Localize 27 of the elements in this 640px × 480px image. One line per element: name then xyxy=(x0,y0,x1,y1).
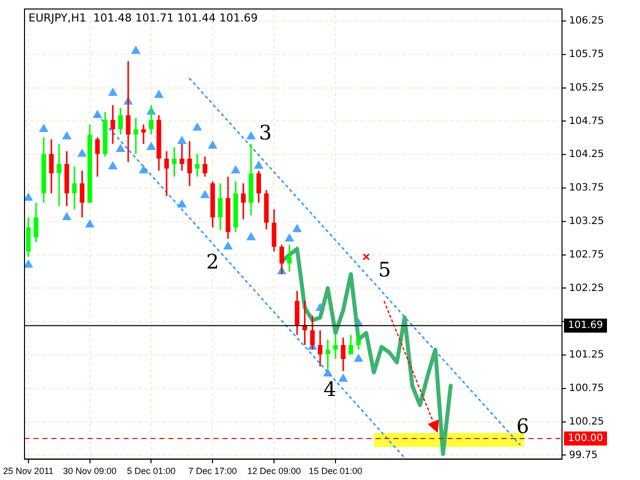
y-tick-label: 99.75 xyxy=(569,450,598,461)
annotation: 6 xyxy=(516,414,530,438)
chart-title: EURJPY,H1 101.48 101.71 101.44 101.69 xyxy=(28,11,258,24)
y-tick-label: 104.25 xyxy=(569,149,604,160)
x-tick-label: 25 Nov 2011 xyxy=(3,466,54,476)
x-tick-label: 15 Dec 01:00 xyxy=(308,466,362,476)
y-tick-label: 103.25 xyxy=(569,216,604,228)
y-tick-label: 103.75 xyxy=(569,182,604,194)
annotation: 4 xyxy=(323,376,336,401)
y-tick-label: 102.75 xyxy=(569,249,604,260)
y-tick-label: 102.25 xyxy=(569,282,604,294)
x-tick-label: 12 Dec 09:00 xyxy=(247,466,301,476)
annotation: 3 xyxy=(258,120,272,144)
x-tick-label: 5 Dec 01:00 xyxy=(126,466,176,476)
y-tick-label: 106.25 xyxy=(569,16,604,27)
y-tick-label: 101.25 xyxy=(569,350,604,361)
x-tick-label: 7 Dec 17:00 xyxy=(188,466,237,476)
annotation: 5 xyxy=(378,258,391,282)
y-tick-label: 100.25 xyxy=(569,416,604,428)
y-tick-label: 100.75 xyxy=(569,382,604,394)
y-tick-label: 104.75 xyxy=(569,116,604,127)
y-tick-label: 105.75 xyxy=(569,49,604,60)
ref-line-label: 100.00 xyxy=(568,433,603,444)
y-tick-label: 105.25 xyxy=(569,82,604,94)
ref-line-label: 101.69 xyxy=(568,320,603,332)
x-tick-label: 30 Nov 09:00 xyxy=(63,466,117,476)
annotation: 2 xyxy=(206,250,220,274)
